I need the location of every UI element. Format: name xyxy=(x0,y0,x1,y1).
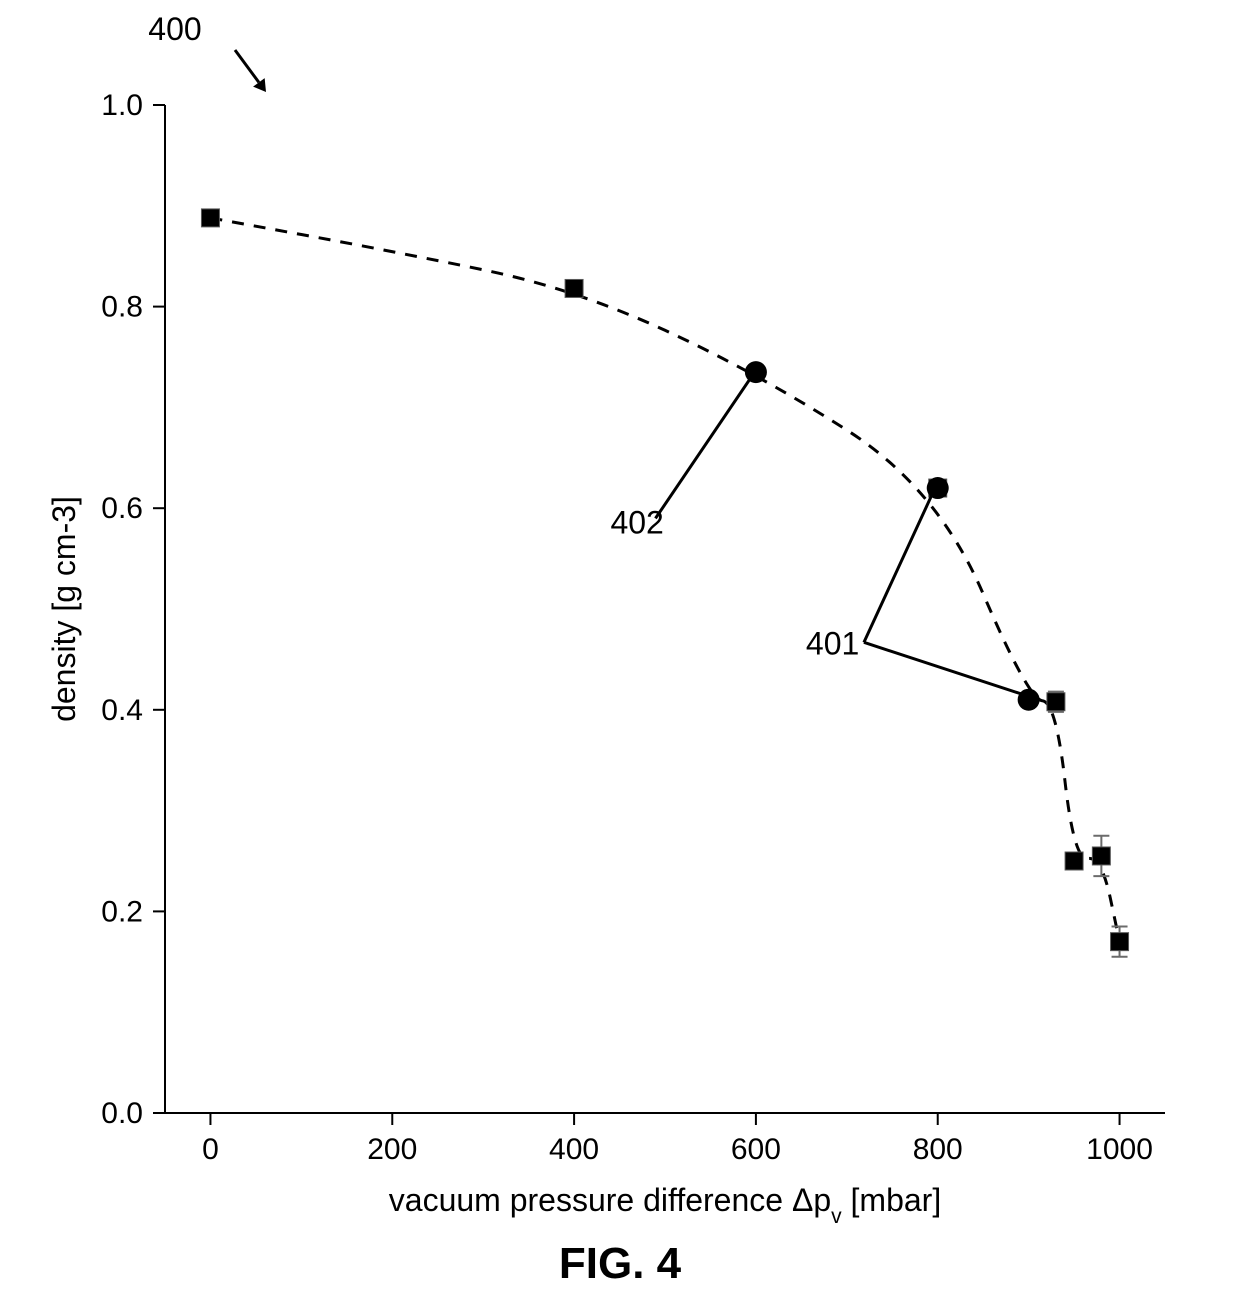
figure-caption: FIG. 4 xyxy=(559,1239,682,1288)
annotation-402: 402 xyxy=(610,504,663,540)
y-tick-label: 1.0 xyxy=(101,89,143,122)
annotation-401: 401 xyxy=(806,625,859,661)
y-axis-label: density [g cm-3] xyxy=(46,496,82,722)
y-tick-label: 0.6 xyxy=(101,492,143,525)
marker-circle xyxy=(1018,689,1040,711)
marker-square xyxy=(565,279,583,297)
x-tick-label: 0 xyxy=(202,1133,219,1166)
x-tick-label: 1000 xyxy=(1086,1133,1153,1166)
marker-square xyxy=(1065,852,1083,870)
annotation-400: 400 xyxy=(148,11,201,47)
marker-square xyxy=(1111,933,1129,951)
x-tick-label: 200 xyxy=(367,1133,417,1166)
marker-square xyxy=(1092,847,1110,865)
y-tick-label: 0.0 xyxy=(101,1097,143,1130)
x-tick-label: 600 xyxy=(731,1133,781,1166)
y-tick-label: 0.2 xyxy=(101,895,143,928)
figure-svg: 020040060080010000.00.20.40.60.81.0vacuu… xyxy=(0,0,1240,1315)
y-tick-label: 0.4 xyxy=(101,694,143,727)
y-tick-label: 0.8 xyxy=(101,291,143,324)
x-tick-label: 400 xyxy=(549,1133,599,1166)
marker-square xyxy=(1047,693,1065,711)
x-tick-label: 800 xyxy=(913,1133,963,1166)
marker-square xyxy=(201,209,219,227)
